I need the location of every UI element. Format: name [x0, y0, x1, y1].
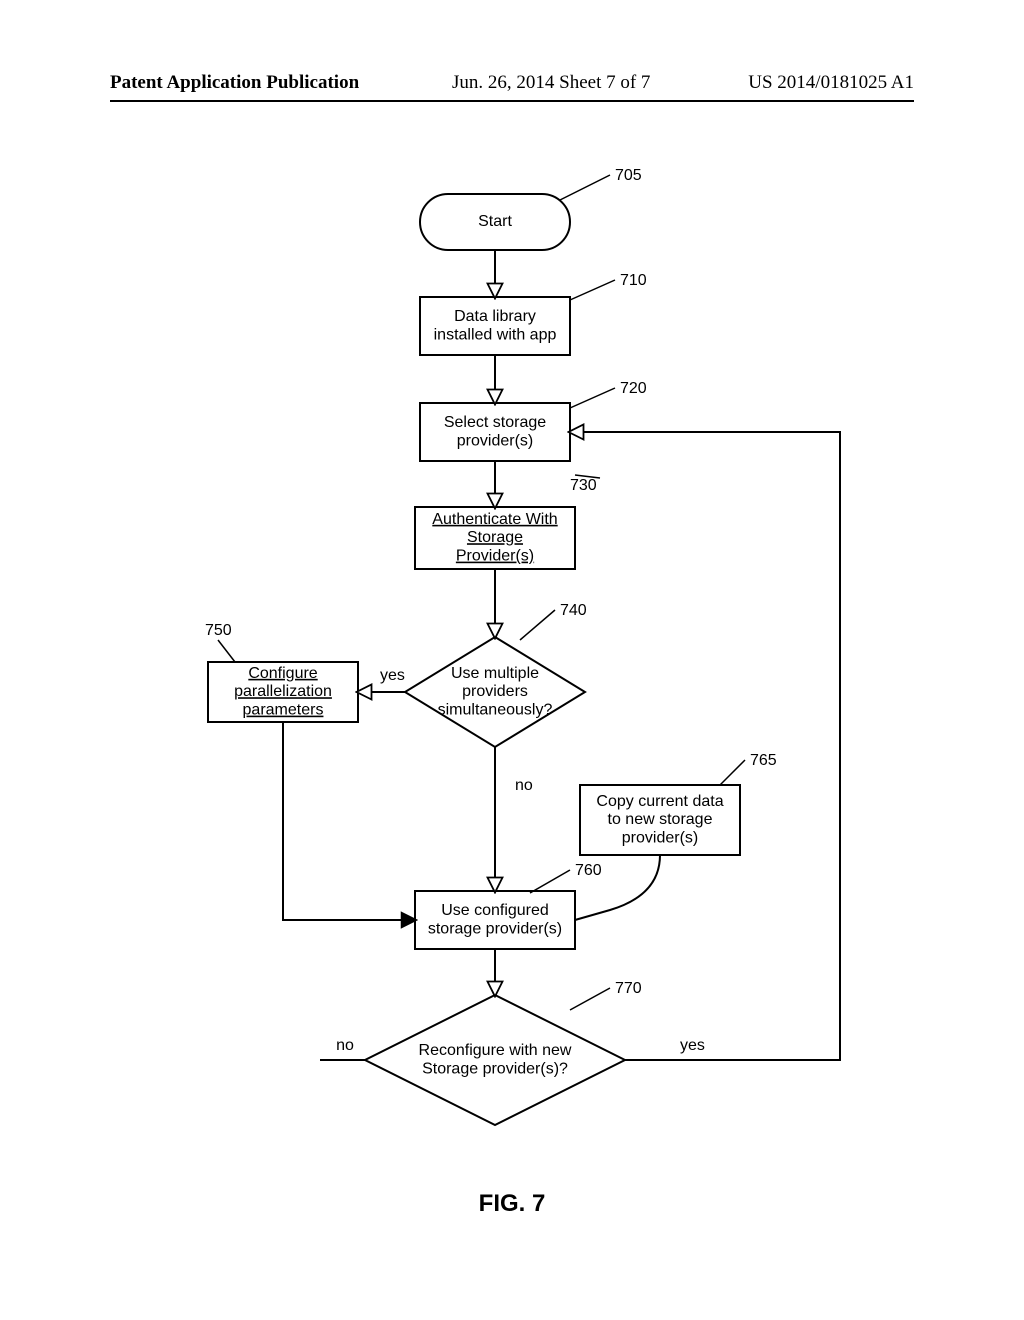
svg-text:providers: providers — [462, 683, 528, 700]
svg-text:Configure: Configure — [248, 665, 317, 682]
svg-text:Storage: Storage — [467, 529, 523, 546]
svg-text:750: 750 — [205, 622, 232, 639]
svg-text:simultaneously?: simultaneously? — [438, 702, 553, 719]
svg-text:storage provider(s): storage provider(s) — [428, 920, 562, 937]
svg-text:760: 760 — [575, 862, 602, 879]
flowchart-svg: Start Data libraryinstalled with app Selec… — [0, 0, 1024, 1320]
svg-text:parameters: parameters — [243, 702, 324, 719]
svg-text:Provider(s): Provider(s) — [456, 548, 534, 565]
svg-text:720: 720 — [620, 380, 647, 397]
svg-text:Copy current data: Copy current data — [596, 793, 723, 810]
svg-text:Use multiple: Use multiple — [451, 665, 539, 682]
svg-text:Use configured: Use configured — [441, 902, 549, 919]
svg-text:no: no — [336, 1037, 354, 1054]
svg-text:parallelization: parallelization — [234, 683, 332, 700]
figure-label: FIG. 7 — [479, 1190, 546, 1217]
svg-text:no: no — [515, 777, 533, 794]
svg-text:Start: Start — [478, 213, 512, 230]
svg-text:Data library: Data library — [454, 308, 536, 325]
svg-text:provider(s): provider(s) — [622, 830, 698, 847]
figure-label-wrap: FIG. 7 — [0, 1190, 1024, 1218]
svg-text:provider(s): provider(s) — [457, 432, 533, 449]
svg-text:Select storage: Select storage — [444, 414, 546, 431]
svg-text:yes: yes — [680, 1037, 705, 1054]
svg-text:740: 740 — [560, 602, 587, 619]
svg-text:730: 730 — [570, 477, 597, 494]
svg-text:Reconfigure with new: Reconfigure with new — [419, 1042, 572, 1059]
svg-text:705: 705 — [615, 167, 642, 184]
svg-text:Storage provider(s)?: Storage provider(s)? — [422, 1060, 568, 1077]
svg-text:710: 710 — [620, 272, 647, 289]
svg-text:yes: yes — [380, 667, 405, 684]
svg-text:770: 770 — [615, 980, 642, 997]
svg-text:765: 765 — [750, 752, 777, 769]
page: Patent Application Publication Jun. 26, … — [0, 0, 1024, 1320]
svg-text:to new storage: to new storage — [608, 811, 713, 828]
svg-text:installed with app: installed with app — [434, 326, 557, 343]
svg-text:Authenticate With: Authenticate With — [432, 511, 557, 528]
